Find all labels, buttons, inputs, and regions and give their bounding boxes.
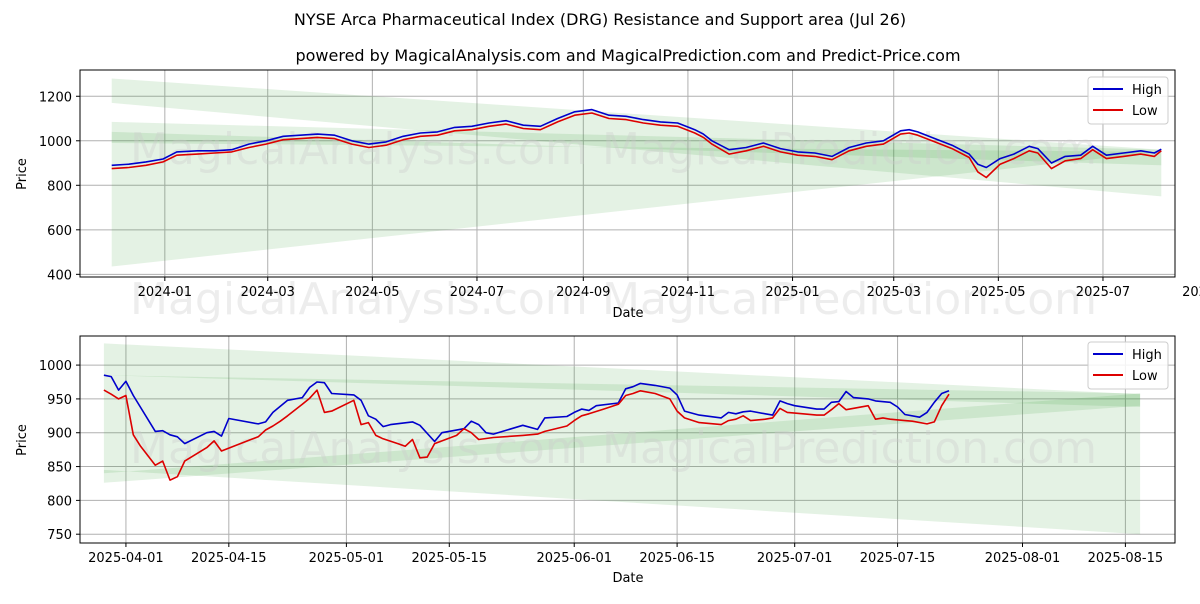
top-series-high	[111, 108, 1162, 169]
mid-watermark-analysis: MagicalAnalysis.com	[130, 274, 588, 325]
top-bands	[111, 78, 1162, 267]
bottom-xtick-label: 2025-07-15	[860, 551, 936, 566]
bottom-watermark-analysis: MagicalAnalysis.com	[130, 423, 588, 474]
top-ytick-label: 400	[47, 268, 72, 283]
bottom-legend-high-label: High	[1132, 348, 1162, 363]
bottom-xtick-label: 2025-05-15	[412, 551, 488, 566]
bottom-xtick-label: 2025-04-15	[191, 551, 267, 566]
top-frame	[79, 69, 1176, 278]
bottom-xlabel: Date	[612, 571, 643, 586]
bottom-series	[103, 374, 950, 481]
bottom-series-high	[103, 374, 950, 445]
bottom-ytick-label: 750	[47, 528, 72, 543]
bottom-ylabel: Price	[15, 424, 30, 456]
bottom-xtick-label: 2025-06-01	[536, 551, 612, 566]
top-xtick-label: 2024-09	[556, 285, 610, 300]
bottom-grid	[80, 336, 1175, 543]
bottom-xtick-label: 2025-05-01	[309, 551, 385, 566]
top-watermark-prediction: MagicalPrediction.com	[602, 124, 1097, 175]
top-band-3	[111, 131, 1162, 166]
top-ytick-label: 600	[47, 224, 72, 239]
bottom-frame	[79, 335, 1176, 544]
top-xtick-label: 2024-03	[241, 285, 295, 300]
bottom-legend-low-label: Low	[1132, 369, 1158, 384]
top-xtick-label: 2025-05	[971, 285, 1025, 300]
top-watermarks: MagicalAnalysis.com MagicalPrediction.co…	[130, 124, 1097, 325]
top-ytick-label: 1200	[39, 90, 72, 105]
top-xtick-label: 2024-11	[661, 285, 715, 300]
mid-watermark-prediction: MagicalPrediction.com	[602, 274, 1097, 325]
bottom-ytick-label: 1000	[39, 359, 72, 374]
top-ylabel: Price	[15, 158, 30, 190]
bottom-xtick-label: 2025-04-01	[88, 551, 164, 566]
top-ytick-label: 1000	[39, 135, 72, 150]
top-series	[111, 108, 1162, 179]
top-watermark-analysis: MagicalAnalysis.com	[130, 124, 588, 175]
top-band-1	[111, 78, 1162, 197]
bottom-ytick-label: 800	[47, 494, 72, 509]
bottom-ticks: 2025-04-01 2025-04-15 2025-05-01 2025-05-15…	[39, 359, 1163, 566]
top-xtick-label: 2025-01	[765, 285, 819, 300]
top-xtick-label: 2024-07	[450, 285, 504, 300]
top-xlabel: Date	[612, 306, 643, 321]
top-legend: High Low	[1087, 76, 1169, 125]
bottom-series-low	[103, 389, 950, 481]
top-xtick-label: 2025-03	[867, 285, 921, 300]
top-xtick-label: 2025-07	[1076, 285, 1130, 300]
bottom-ytick-label: 850	[47, 461, 72, 476]
bottom-xtick-label: 2025-08-15	[1088, 551, 1164, 566]
bottom-xtick-label: 2025-06-15	[639, 551, 715, 566]
top-legend-low-label: Low	[1132, 104, 1158, 119]
bottom-xtick-label: 2025-08-01	[985, 551, 1061, 566]
top-legend-high-label: High	[1132, 83, 1162, 98]
top-xtick-label: 2024-05	[345, 285, 399, 300]
bottom-xtick-label: 2025-07-01	[757, 551, 833, 566]
top-xtick-label: 2025-09	[1182, 285, 1200, 300]
bottom-legend: High Low	[1087, 341, 1169, 390]
chart-title: NYSE Arca Pharmaceutical Index (DRG) Res…	[294, 10, 906, 29]
bottom-ytick-label: 950	[47, 393, 72, 408]
top-xtick-label: 2024-01	[138, 285, 192, 300]
bottom-band-3	[103, 393, 1141, 535]
bottom-band-1	[103, 343, 1141, 407]
bottom-ytick-label: 900	[47, 427, 72, 442]
bottom-panel: MagicalAnalysis.com MagicalPrediction.co…	[15, 335, 1176, 586]
bottom-watermark-prediction: MagicalPrediction.com	[602, 423, 1097, 474]
top-panel: MagicalAnalysis.com MagicalPrediction.co…	[15, 69, 1200, 325]
bottom-watermarks: MagicalAnalysis.com MagicalPrediction.co…	[130, 423, 1097, 474]
top-band-2	[111, 121, 1162, 267]
top-ytick-label: 800	[47, 179, 72, 194]
top-series-low	[111, 112, 1162, 179]
top-ticks: 2024-01 2024-03 2024-05 2024-07 2024-09 2024-…	[39, 90, 1200, 300]
chart-subtitle: powered by MagicalAnalysis.com and Magic…	[295, 46, 960, 65]
